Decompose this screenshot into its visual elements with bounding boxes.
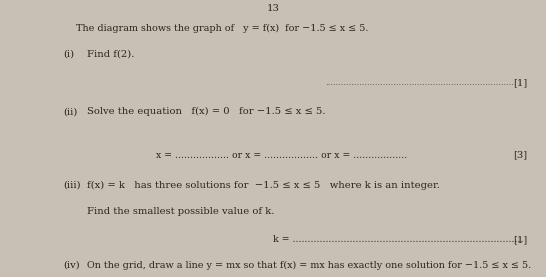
Text: x = .................. or x = .................. or x = ..................: x = .................. or x = ..........… [156,151,407,160]
Text: 13: 13 [266,4,280,13]
Text: f(x) = k   has three solutions for  −1.5 ≤ x ≤ 5   where k is an integer.: f(x) = k has three solutions for −1.5 ≤ … [87,181,440,190]
Text: Find the smallest possible value of k.: Find the smallest possible value of k. [87,207,275,216]
Text: (iv): (iv) [63,260,80,269]
Text: k = ............................................................................: k = ....................................… [273,235,524,244]
Text: (iii): (iii) [63,181,80,189]
Text: The diagram shows the graph of   y = f(x)  for −1.5 ≤ x ≤ 5.: The diagram shows the graph of y = f(x) … [76,24,369,33]
Text: [3]: [3] [513,150,527,159]
Text: ........................................................................: ........................................… [325,79,514,87]
Text: (i): (i) [63,50,74,59]
Text: Solve the equation   f(x) = 0   for −1.5 ≤ x ≤ 5.: Solve the equation f(x) = 0 for −1.5 ≤ x… [87,107,326,116]
Text: Find f(2).: Find f(2). [87,50,135,59]
Text: On the grid, draw a line y = mx so that f(x) = mx has exactly one solution for −: On the grid, draw a line y = mx so that … [87,260,531,270]
Text: [1]: [1] [513,235,527,244]
Text: (ii): (ii) [63,107,77,116]
Text: [1]: [1] [513,78,527,87]
